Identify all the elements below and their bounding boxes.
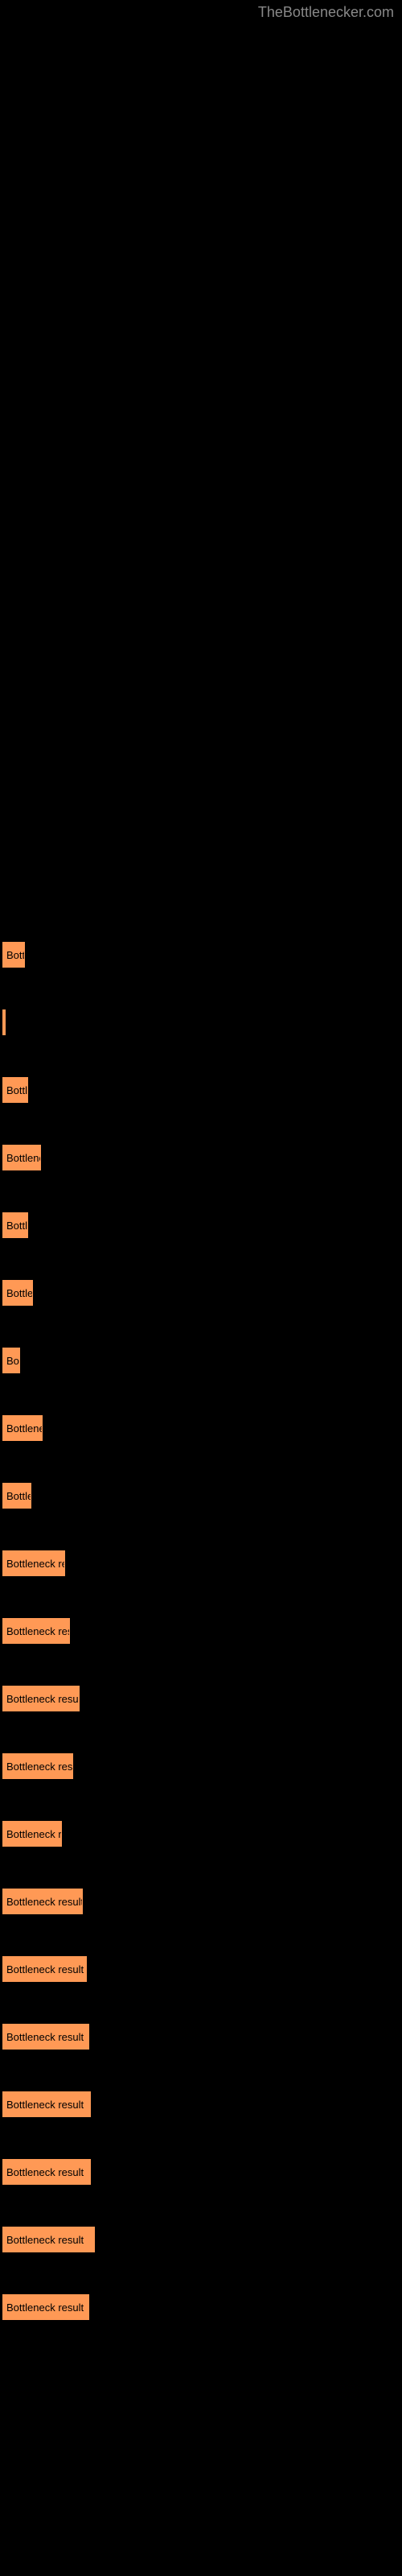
- chart-bar-8: Bottler: [2, 1483, 31, 1509]
- chart-bar-17: Bottleneck result: [2, 2091, 91, 2117]
- bar-row: Bottleneck result: [2, 1686, 400, 1711]
- chart-bar-11: Bottleneck result: [2, 1686, 80, 1711]
- chart-bar-12: Bottleneck resul: [2, 1753, 73, 1779]
- bar-row: Bottleneck result: [2, 2159, 400, 2185]
- chart-bar-2: Bottle: [2, 1077, 28, 1103]
- watermark-text: TheBottlenecker.com: [258, 4, 394, 21]
- bar-row: Bottleneck result: [2, 2024, 400, 2050]
- chart-bar-10: Bottleneck resu: [2, 1618, 70, 1644]
- bar-row: Bottleneck res: [2, 1550, 400, 1576]
- chart-bar-0: Bott: [2, 942, 25, 968]
- chart-bar-1: [2, 1009, 6, 1035]
- chart-bar-14: Bottleneck result: [2, 1889, 83, 1914]
- chart-bar-3: Bottlenec: [2, 1145, 41, 1170]
- chart-container: Bott Bottle Bottlenec Bottle Bottlen Bot…: [0, 942, 402, 2320]
- bar-row: Bottleneck resul: [2, 1753, 400, 1779]
- top-spacer: [0, 0, 402, 942]
- bar-row: Bottleneck result: [2, 2294, 400, 2320]
- bar-row: Bottle: [2, 1212, 400, 1238]
- bar-row: Bottler: [2, 1483, 400, 1509]
- chart-bar-15: Bottleneck result: [2, 1956, 87, 1982]
- chart-bar-4: Bottle: [2, 1212, 28, 1238]
- bar-row: Bottlen: [2, 1280, 400, 1306]
- chart-bar-5: Bottlen: [2, 1280, 33, 1306]
- bar-row: Bottle: [2, 1077, 400, 1103]
- chart-bar-7: Bottlenec: [2, 1415, 43, 1441]
- bar-row: Bottleneck resu: [2, 1618, 400, 1644]
- bar-row: Bottlenec: [2, 1415, 400, 1441]
- chart-bar-18: Bottleneck result: [2, 2159, 91, 2185]
- bar-row: Bottleneck result: [2, 1956, 400, 1982]
- chart-bar-9: Bottleneck res: [2, 1550, 65, 1576]
- chart-bar-16: Bottleneck result: [2, 2024, 89, 2050]
- bar-row: Bottleneck result: [2, 2091, 400, 2117]
- bar-row: Bott: [2, 942, 400, 968]
- bar-row: Bottleneck re: [2, 1821, 400, 1847]
- chart-bar-20: Bottleneck result: [2, 2294, 89, 2320]
- chart-bar-6: Bot: [2, 1348, 20, 1373]
- bar-row: Bottlenec: [2, 1145, 400, 1170]
- chart-bar-19: Bottleneck result: [2, 2227, 95, 2252]
- bar-row: Bottleneck result: [2, 2227, 400, 2252]
- bar-row: Bot: [2, 1348, 400, 1373]
- bar-row: Bottleneck result: [2, 1889, 400, 1914]
- bar-row: [2, 1009, 400, 1035]
- chart-bar-13: Bottleneck re: [2, 1821, 62, 1847]
